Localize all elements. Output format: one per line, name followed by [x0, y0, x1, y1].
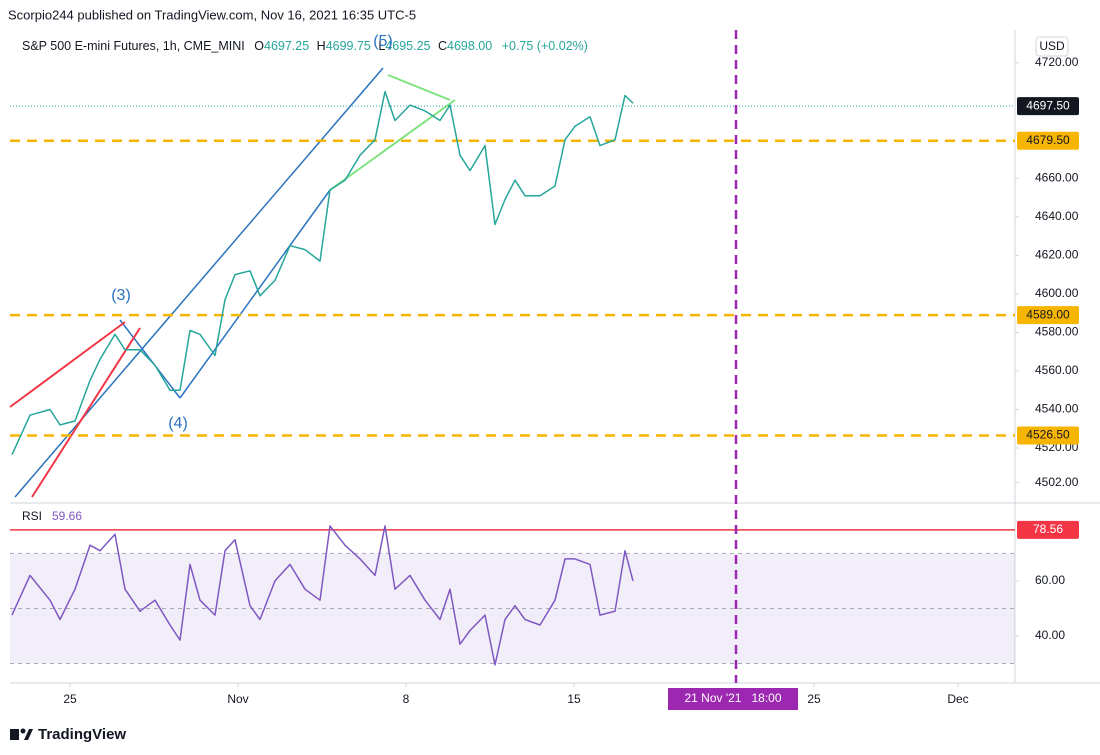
- y-tick-label: 4580.00: [1035, 325, 1079, 339]
- change: +0.75 (+0.02%): [502, 39, 588, 53]
- ohlc-value: 4699.75: [326, 39, 371, 53]
- x-tick-label: 8: [403, 692, 410, 706]
- level-label-box: [1017, 426, 1079, 445]
- x-tick-label: Nov: [227, 692, 248, 706]
- trend-line: [179, 189, 331, 399]
- logo-mark: [10, 729, 19, 740]
- x-tick-label: 25: [63, 692, 77, 706]
- x-tick-label: Dec: [947, 692, 968, 706]
- logo-mark: [24, 729, 33, 740]
- currency: USD: [1039, 39, 1065, 53]
- x-tick-label: 25: [807, 692, 821, 706]
- logo-mark: [20, 728, 26, 734]
- trend-line: [9, 321, 126, 408]
- level-label-box: [1017, 131, 1079, 150]
- x-tick-label: 15: [567, 692, 581, 706]
- ohlc-value: 4697.25: [264, 39, 309, 53]
- y-tick-label: 4600.00: [1035, 286, 1079, 300]
- wave-label: (4): [168, 415, 188, 432]
- trend-line: [31, 327, 141, 498]
- level-label: 4697.50: [1026, 98, 1070, 112]
- y-tick-label: 4620.00: [1035, 248, 1079, 262]
- ohlc-value: 4698.00: [447, 39, 492, 53]
- rsi-title: RSI: [22, 509, 42, 523]
- crosshair-label-box: [668, 688, 798, 710]
- symbol: S&P 500 E-mini Futures, 1h, CME_MINI: [22, 39, 245, 53]
- series-line: [11, 525, 634, 666]
- trend-line: [387, 74, 451, 101]
- level-label: 4679.50: [1026, 133, 1070, 147]
- currency-box[interactable]: [1035, 36, 1069, 57]
- level-label: 78.56: [1033, 522, 1063, 536]
- level-label-box: [1017, 520, 1079, 539]
- y-tick-label: 4540.00: [1035, 402, 1079, 416]
- series-line: [11, 90, 634, 456]
- level-label-box: [1017, 97, 1079, 116]
- publisher: Scorpio244 published on TradingView.com,…: [8, 7, 416, 22]
- crosshair-label: 21 Nov '21 18:00: [684, 691, 781, 705]
- level-label: 4526.50: [1026, 428, 1070, 442]
- legend: S&P 500 E-mini Futures, 1h, CME_MINI O46…: [22, 39, 588, 53]
- wave-label: (3): [111, 287, 131, 304]
- y-tick-label: 40.00: [1035, 628, 1065, 642]
- ohlc-label: L: [378, 39, 385, 53]
- level-label-box: [1017, 306, 1079, 325]
- trend-line: [14, 67, 384, 498]
- y-tick-label: 4660.00: [1035, 170, 1079, 184]
- y-tick-label: 4720.00: [1035, 55, 1079, 69]
- level-label: 4589.00: [1026, 307, 1070, 321]
- y-tick-label: 4560.00: [1035, 363, 1079, 377]
- logo: [10, 728, 33, 740]
- y-tick-label: 4502.00: [1035, 475, 1079, 489]
- y-tick-label: 4640.00: [1035, 209, 1079, 223]
- y-tick-label: 60.00: [1035, 573, 1065, 587]
- ohlc-value: 4695.25: [385, 39, 430, 53]
- ohlc-label: C: [438, 39, 447, 53]
- trend-line: [329, 99, 456, 191]
- wave-label: (5): [373, 33, 393, 50]
- rsi-value: 59.66: [52, 509, 82, 523]
- ohlc-label: O: [254, 39, 264, 53]
- ohlc-label: H: [317, 39, 326, 53]
- footer-brand: TradingView: [38, 726, 126, 743]
